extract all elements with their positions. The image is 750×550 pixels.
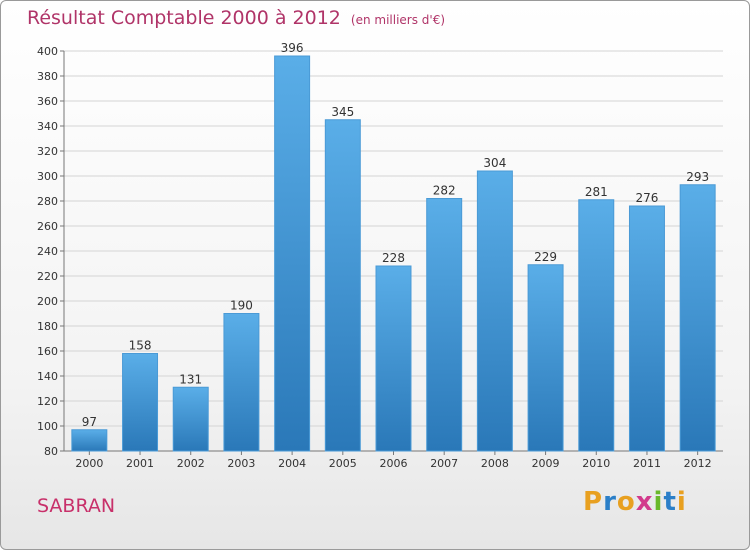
data-label-2010: 281: [585, 185, 608, 199]
logo-letter: o: [616, 487, 636, 517]
y-tick-label: 280: [37, 195, 58, 208]
y-tick-label: 160: [37, 345, 58, 358]
logo-letter: x: [635, 487, 654, 517]
y-tick-label: 380: [37, 70, 58, 83]
bar-2009: [527, 264, 564, 452]
y-tick-label: 200: [37, 295, 58, 308]
data-label-2007: 282: [433, 184, 456, 198]
y-tick-label: 80: [44, 445, 58, 458]
y-tick-label: 180: [37, 320, 58, 333]
x-tick-label-2001: 2001: [126, 457, 154, 470]
x-tick-label-2011: 2011: [633, 457, 661, 470]
y-tick-label: 400: [37, 45, 58, 58]
x-tick-label-2002: 2002: [177, 457, 205, 470]
bar-2003: [223, 313, 260, 452]
y-tick-label: 300: [37, 170, 58, 183]
data-label-2008: 304: [483, 156, 506, 170]
y-tick-label: 220: [37, 270, 58, 283]
bar-2001: [122, 353, 159, 452]
bars: [71, 55, 716, 452]
x-tick-label-2003: 2003: [227, 457, 255, 470]
data-label-2000: 97: [82, 415, 97, 429]
bar-2002: [172, 386, 209, 452]
x-tick-label-2012: 2012: [684, 457, 712, 470]
x-tick-label-2004: 2004: [278, 457, 306, 470]
bar-2010: [578, 199, 615, 452]
logo-letter: r: [603, 487, 617, 517]
proxiti-logo: Proxiti: [583, 487, 687, 517]
y-tick-label: 120: [37, 395, 58, 408]
y-tick-label: 100: [37, 420, 58, 433]
bar-2011: [628, 205, 665, 452]
bar-2004: [274, 55, 311, 452]
data-label-2002: 131: [179, 372, 202, 386]
y-tick-label: 320: [37, 145, 58, 158]
y-tick-label: 240: [37, 245, 58, 258]
title-unit: (en milliers d'€): [350, 13, 446, 27]
x-tick-label-2009: 2009: [532, 457, 560, 470]
logo-letter: t: [663, 487, 677, 517]
data-label-2012: 293: [686, 170, 709, 184]
title-text: Résultat Comptable 2000 à 2012: [27, 7, 341, 29]
y-tick-label: 340: [37, 120, 58, 133]
region-name: SABRAN: [37, 495, 116, 517]
data-label-2011: 276: [636, 191, 659, 205]
x-tick-label-2010: 2010: [582, 457, 610, 470]
x-tick-label-2005: 2005: [329, 457, 357, 470]
x-tick-label-2008: 2008: [481, 457, 509, 470]
logo-letter: i: [676, 487, 687, 517]
bar-2006: [375, 265, 412, 452]
data-labels: 97 158 131 190 396 345 228 282 304 229 281 276 293: [82, 41, 709, 429]
data-label-2001: 158: [129, 339, 152, 353]
data-label-2003: 190: [230, 299, 253, 313]
y-tick-label: 360: [37, 95, 58, 108]
logo-letter: i: [653, 487, 664, 517]
data-label-2005: 345: [331, 105, 354, 119]
axes: 80 100 120 140 160 180 200 220 240 260 280 300 320 34…: [37, 45, 723, 470]
x-tick-label-2007: 2007: [430, 457, 458, 470]
bar-2007: [426, 198, 463, 452]
x-tick-label-2006: 2006: [380, 457, 408, 470]
data-label-2009: 229: [534, 250, 557, 264]
x-tick-label-2000: 2000: [75, 457, 103, 470]
bar-2008: [476, 170, 513, 452]
y-tick-label: 260: [37, 220, 58, 233]
bar-2012: [679, 184, 716, 452]
data-label-2004: 396: [281, 41, 304, 55]
chart-title: Résultat Comptable 2000 à 2012 (en millie…: [27, 7, 445, 29]
y-tick-label: 140: [37, 370, 58, 383]
bar-2000: [71, 429, 108, 452]
bar-2005: [324, 119, 361, 452]
logo-letter: P: [583, 487, 604, 517]
data-label-2006: 228: [382, 251, 405, 265]
